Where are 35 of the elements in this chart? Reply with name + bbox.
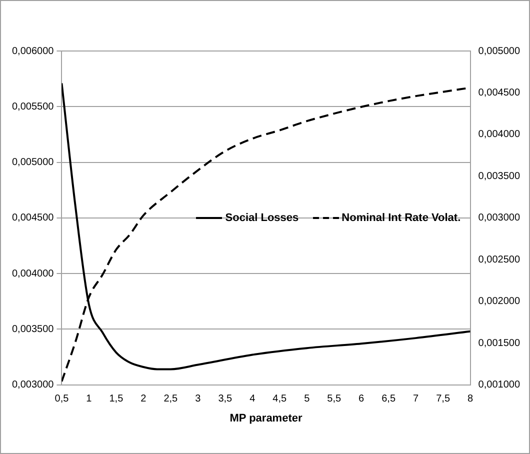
y-tick-label: 0,005500 — [12, 101, 54, 112]
x-tick-label: 7 — [413, 394, 420, 405]
y2-tick-label: 0,005000 — [478, 46, 520, 57]
x-tick-label: 6 — [358, 394, 365, 405]
y-tick-label: 0,004500 — [12, 212, 54, 224]
x-axis-title: MP parameter — [230, 412, 303, 424]
y-tick-label: 0,004000 — [12, 268, 54, 280]
x-tick-label: 8 — [468, 394, 474, 405]
x-tick-label: 4 — [250, 394, 256, 405]
legend-label: Social Losses — [225, 212, 299, 224]
x-tick-label: 2,5 — [164, 394, 178, 405]
x-tick-label: 1,5 — [109, 394, 124, 405]
legend-label: Nominal Int Rate Volat. — [342, 212, 461, 224]
x-tick-label: 1 — [86, 394, 92, 405]
x-tick-label: 3 — [195, 394, 202, 405]
y-tick-label: 0,006000 — [12, 46, 54, 57]
x-tick-label: 5 — [304, 394, 310, 405]
y2-tick-label: 0,003000 — [478, 212, 520, 224]
x-tick-label: 2 — [140, 394, 147, 405]
y2-tick-label: 0,001000 — [478, 380, 520, 391]
x-tick-label: 6,5 — [382, 394, 396, 405]
y2-tick-label: 0,002000 — [478, 296, 520, 308]
y2-tick-label: 0,004500 — [478, 87, 520, 98]
x-tick-label: 4,5 — [272, 394, 288, 405]
y2-tick-label: 0,003500 — [478, 170, 520, 182]
y2-tick-label: 0,001500 — [478, 338, 520, 349]
x-tick-label: 5,5 — [327, 394, 342, 405]
y-tick-label: 0,003500 — [12, 324, 54, 335]
y2-tick-label: 0,002500 — [478, 254, 520, 266]
y2-tick-label: 0,004000 — [478, 129, 520, 140]
y-tick-label: 0,003000 — [12, 380, 54, 391]
x-tick-label: 3,5 — [218, 394, 233, 405]
x-tick-label: 7,5 — [436, 394, 450, 405]
y-tick-label: 0,005000 — [12, 157, 54, 168]
x-tick-label: 0,5 — [54, 394, 70, 405]
